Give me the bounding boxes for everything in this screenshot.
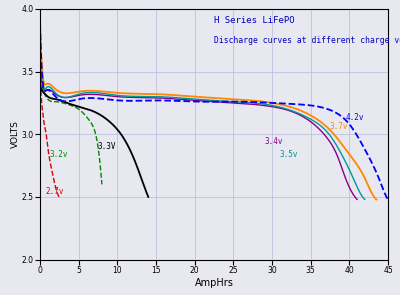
Text: 3.4v: 3.4v xyxy=(264,137,283,146)
Text: 4.2v: 4.2v xyxy=(346,114,364,122)
Text: 3.7v: 3.7v xyxy=(330,122,348,131)
Text: 3.2v: 3.2v xyxy=(49,150,68,159)
Text: H Series LiFePO: H Series LiFePO xyxy=(214,17,295,25)
Y-axis label: VOLTS: VOLTS xyxy=(11,120,20,148)
Text: 2.7v: 2.7v xyxy=(46,187,64,196)
X-axis label: AmpHrs: AmpHrs xyxy=(194,278,234,288)
Text: 3.5v: 3.5v xyxy=(280,150,298,159)
Text: Discharge curves at different charge voltages: Discharge curves at different charge vol… xyxy=(214,37,400,45)
Text: 3.3V: 3.3V xyxy=(98,142,116,151)
